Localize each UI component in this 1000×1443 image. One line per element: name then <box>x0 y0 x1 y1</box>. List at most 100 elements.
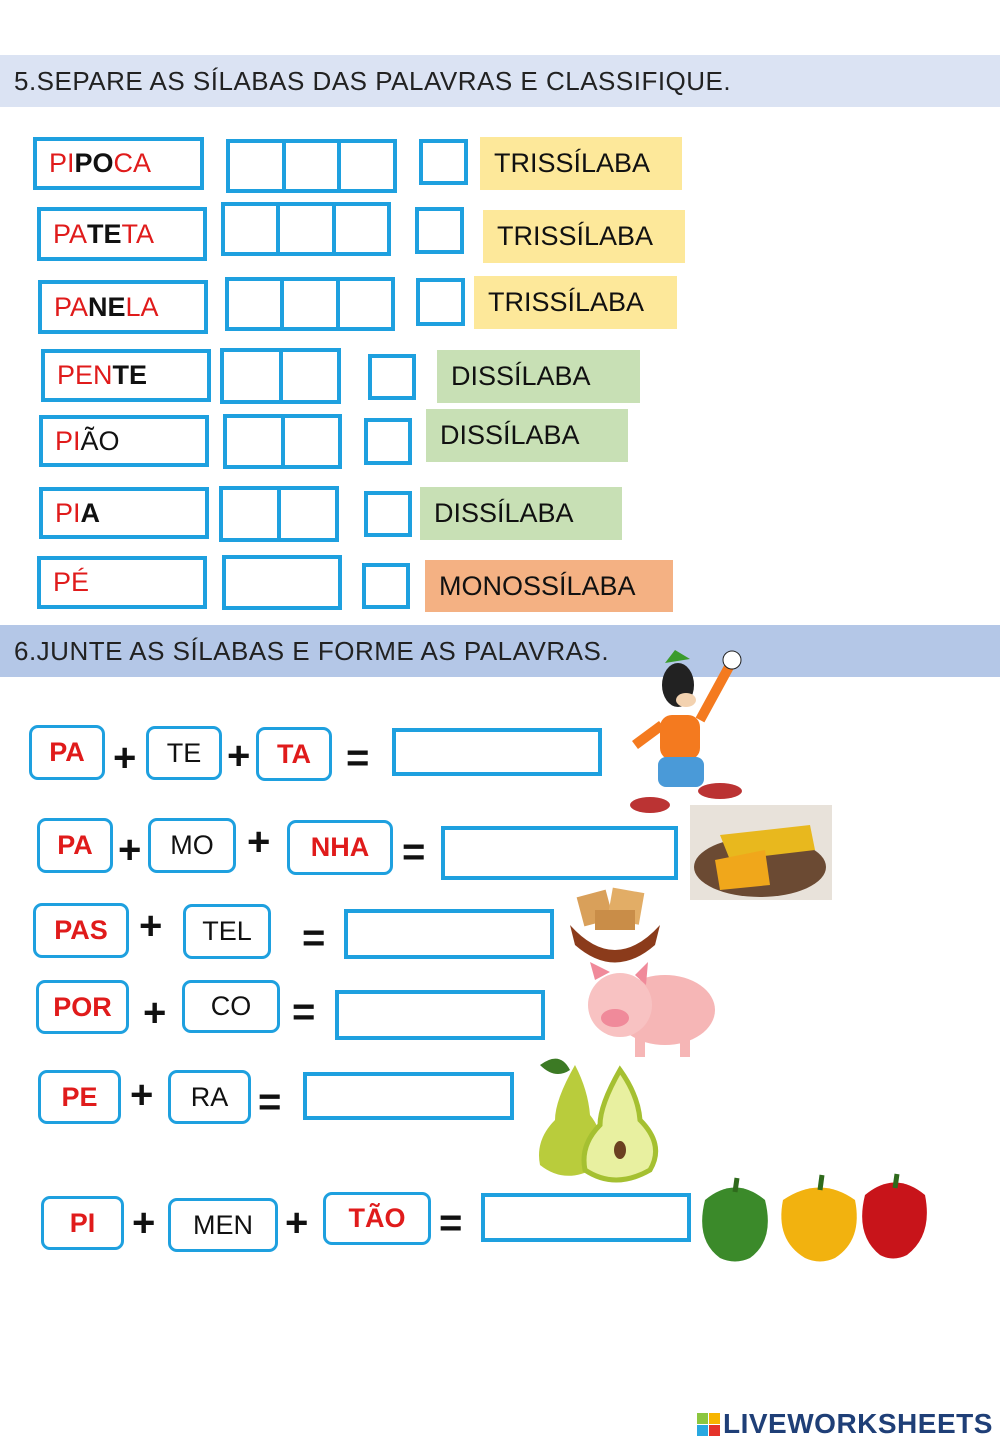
syllable-input-cell[interactable] <box>284 281 340 327</box>
syllable-count-input[interactable] <box>368 354 416 400</box>
syllable-input-cell[interactable] <box>340 281 391 327</box>
syllable-input-cell[interactable] <box>227 418 285 465</box>
answer-input[interactable] <box>303 1072 514 1120</box>
syllable-tile: TA <box>256 727 332 781</box>
plus-sign: + <box>139 904 163 948</box>
peppers-image <box>702 1173 927 1262</box>
word-box: PI A <box>39 487 209 539</box>
equals-sign: = <box>258 1080 282 1124</box>
syllable-text: TE <box>87 218 122 249</box>
classification-label: DISSÍLABA <box>437 350 640 403</box>
classification-label: DISSÍLABA <box>426 409 628 462</box>
equals-sign: = <box>346 736 370 780</box>
syllable-input-cell[interactable] <box>229 281 285 327</box>
syllable-input-group <box>221 202 391 256</box>
equals-sign: = <box>439 1201 463 1245</box>
syllable-text: PA <box>53 218 88 249</box>
section5-title: 5.SEPARE AS SÍLABAS DAS PALAVRAS E CLASS… <box>14 66 732 96</box>
syllable-tile: TEL <box>183 904 271 959</box>
syllable-tile: PAS <box>33 903 129 958</box>
pamonha-image <box>690 805 832 900</box>
syllable-text: PI <box>55 425 81 456</box>
syllable-count-input[interactable] <box>362 563 410 609</box>
syllable-input-cell[interactable] <box>280 206 336 252</box>
syllable-text: TA <box>121 218 155 249</box>
word-box: PÉ <box>37 556 207 609</box>
syllable-text: PI <box>55 497 81 528</box>
syllable-tile: NHA <box>287 820 393 875</box>
plus-sign: + <box>285 1201 309 1245</box>
syllable-text: CA <box>113 148 152 178</box>
syllable-text: ÃO <box>80 425 120 456</box>
syllable-tile: TE <box>146 726 222 780</box>
syllable-input-cell[interactable] <box>336 206 387 252</box>
syllable-text: NE <box>88 291 126 322</box>
syllable-input-cell[interactable] <box>223 490 281 538</box>
syllable-text: PEN <box>57 360 113 390</box>
syllable-count-input[interactable] <box>415 207 464 254</box>
answer-input[interactable] <box>335 990 545 1040</box>
syllable-input-cell[interactable] <box>286 143 342 189</box>
syllable-tile: TÃO <box>323 1192 431 1245</box>
answer-input[interactable] <box>481 1193 691 1242</box>
syllable-count-input[interactable] <box>364 491 412 537</box>
syllable-count-input[interactable] <box>364 418 412 465</box>
syllable-tile: PA <box>29 725 105 780</box>
syllable-tile: PA <box>37 818 113 873</box>
plus-sign: + <box>143 991 167 1035</box>
syllable-input-cell[interactable] <box>281 490 335 538</box>
syllable-input-cell[interactable] <box>226 559 338 606</box>
syllable-input-group <box>220 348 341 404</box>
plus-sign: + <box>132 1201 156 1245</box>
section5-header: 5.SEPARE AS SÍLABAS DAS PALAVRAS E CLASS… <box>0 55 1000 107</box>
goofy-image <box>630 650 742 813</box>
syllable-input-cell[interactable] <box>224 352 283 400</box>
plus-sign: + <box>227 734 251 778</box>
syllable-tile: RA <box>168 1070 251 1124</box>
logo-text: LIVEWORKSHEETS <box>723 1408 993 1439</box>
section6-title: 6.JUNTE AS SÍLABAS E FORME AS PALAVRAS. <box>14 636 610 666</box>
pastel-image <box>570 887 660 963</box>
syllable-input-group <box>219 486 339 542</box>
classification-label: TRISSÍLABA <box>474 276 677 329</box>
word-box: PA NE LA <box>38 280 208 334</box>
syllable-tile: CO <box>182 980 280 1033</box>
equals-sign: = <box>402 830 426 874</box>
syllable-input-cell[interactable] <box>230 143 286 189</box>
syllable-text: PO <box>74 148 114 178</box>
syllable-text: PI <box>49 148 75 178</box>
answer-input[interactable] <box>392 728 602 776</box>
syllable-text: PA <box>54 291 89 322</box>
word-box: PA TE TA <box>37 207 207 261</box>
syllable-input-group <box>226 139 397 193</box>
plus-sign: + <box>247 820 271 864</box>
plus-sign: + <box>118 828 142 872</box>
syllable-text: A <box>80 497 101 528</box>
answer-input[interactable] <box>441 826 678 880</box>
syllable-input-cell[interactable] <box>283 352 338 400</box>
syllable-count-input[interactable] <box>419 139 468 185</box>
syllable-input-cell[interactable] <box>285 418 339 465</box>
pig-image <box>588 962 715 1057</box>
classification-label: TRISSÍLABA <box>480 137 682 190</box>
logo-badge <box>697 1412 720 1436</box>
word-box: PEN TE <box>41 349 211 402</box>
syllable-input-group <box>222 555 342 610</box>
classification-label: TRISSÍLABA <box>483 210 685 263</box>
plus-sign: + <box>130 1073 154 1117</box>
word-box: PI ÃO <box>39 415 209 467</box>
liveworksheets-logo: LIVEWORKSHEETS <box>697 1408 993 1440</box>
syllable-count-input[interactable] <box>416 278 465 326</box>
answer-input[interactable] <box>344 909 554 959</box>
syllable-tile: MO <box>148 818 236 873</box>
syllable-input-cell[interactable] <box>225 206 281 252</box>
syllable-tile: POR <box>36 980 129 1034</box>
syllable-text: TE <box>112 360 148 390</box>
syllable-input-cell[interactable] <box>341 143 393 189</box>
syllable-tile: PI <box>41 1196 124 1250</box>
word-box: PI PO CA <box>33 137 204 190</box>
syllable-tile: PE <box>38 1070 121 1124</box>
syllable-text: LA <box>125 291 159 322</box>
classification-label: DISSÍLABA <box>420 487 622 540</box>
plus-sign: + <box>113 736 137 780</box>
